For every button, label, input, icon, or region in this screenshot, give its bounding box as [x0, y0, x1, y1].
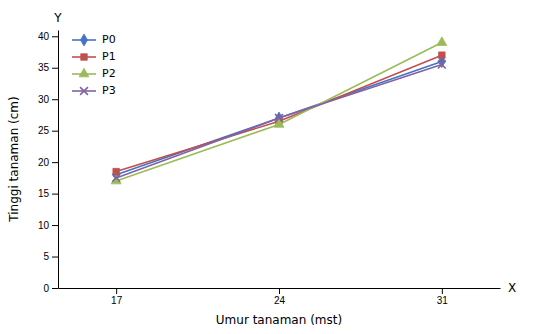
point-group — [437, 37, 447, 46]
point — [112, 174, 120, 182]
legend-label: P1 — [102, 50, 116, 63]
x-axis: 17 24 31 — [59, 288, 501, 306]
legend-marker — [79, 68, 89, 77]
point — [438, 61, 446, 69]
tick-label: 17 — [111, 295, 123, 306]
tick-label: 30 — [38, 94, 50, 105]
tick-label: 10 — [38, 220, 50, 231]
series-line — [116, 61, 442, 174]
tick-mark — [52, 162, 58, 163]
legend-label: P0 — [102, 33, 116, 46]
marks — [111, 37, 447, 184]
series-line — [116, 55, 442, 171]
legend-label: P3 — [102, 84, 116, 97]
tick-mark — [52, 225, 58, 226]
y-tick: 20 — [38, 157, 58, 168]
tick-mark — [279, 288, 280, 294]
point — [439, 52, 445, 58]
legend-marker — [81, 34, 88, 46]
tick-label: 20 — [38, 157, 50, 168]
tick-label: 31 — [437, 295, 449, 306]
legend-item: P1 — [72, 50, 116, 63]
y-tick: 15 — [38, 188, 58, 199]
legend-marker-group — [81, 54, 87, 60]
y-tick: 35 — [38, 62, 58, 73]
legend-item: P0 — [72, 33, 116, 46]
y-tick: 40 — [38, 31, 58, 42]
legend-marker — [80, 87, 88, 95]
tick-label: 35 — [38, 62, 50, 73]
series-line — [116, 43, 442, 181]
legend-marker — [81, 54, 87, 60]
annotation: Y — [53, 11, 62, 25]
tick-label: 0 — [43, 283, 49, 294]
legend-marker-group — [79, 68, 89, 77]
point-group — [113, 168, 119, 174]
y-tick: 30 — [38, 94, 58, 105]
tick-label: 15 — [38, 188, 50, 199]
axis-line — [58, 31, 59, 289]
legend-marker-group — [80, 87, 88, 95]
tick-mark — [52, 131, 58, 132]
tick-mark — [442, 288, 443, 294]
tick-label: 5 — [43, 251, 49, 262]
y-tick: 10 — [38, 220, 58, 231]
legend-marker-group — [81, 34, 88, 46]
legend-item: P2 — [72, 67, 116, 80]
annotation: X — [508, 281, 516, 295]
point-group — [439, 52, 445, 58]
tick-mark — [52, 36, 58, 37]
series-line — [116, 65, 442, 178]
plot: 17 24 31 0 5 10 15 20 25 30 35 40 Umur tanaman (mst)… — [7, 11, 516, 327]
tick-label: 24 — [274, 295, 286, 306]
legend-label: P2 — [102, 67, 116, 80]
tick-label: 40 — [38, 31, 50, 42]
point-group — [112, 174, 120, 182]
y-tick: 5 — [43, 251, 58, 262]
y-tick: 0 — [43, 283, 58, 294]
tick-mark — [52, 99, 58, 100]
point — [113, 168, 119, 174]
y-axis-title: Tinggi tanaman (cm) — [7, 96, 21, 222]
x-tick: 24 — [274, 288, 286, 306]
x-tick: 31 — [437, 288, 449, 306]
tick-mark — [52, 257, 58, 258]
y-tick: 25 — [38, 125, 58, 136]
x-axis-title: Umur tanaman (mst) — [216, 313, 342, 327]
tick-mark — [116, 288, 117, 294]
tick-mark — [52, 68, 58, 69]
point-group — [275, 114, 283, 122]
chart: 17 24 31 0 5 10 15 20 25 30 35 40 Umur tanaman (mst)… — [0, 0, 536, 334]
tick-mark — [52, 194, 58, 195]
legend-item: P3 — [72, 84, 116, 97]
y-axis: 0 5 10 15 20 25 30 35 40 — [38, 31, 59, 294]
legend: P0 P1 P2 P3 — [72, 33, 116, 97]
x-tick: 17 — [111, 288, 123, 306]
tick-label: 25 — [38, 125, 50, 136]
tick-mark — [52, 288, 58, 289]
point — [275, 114, 283, 122]
point-group — [438, 61, 446, 69]
point — [437, 37, 447, 46]
